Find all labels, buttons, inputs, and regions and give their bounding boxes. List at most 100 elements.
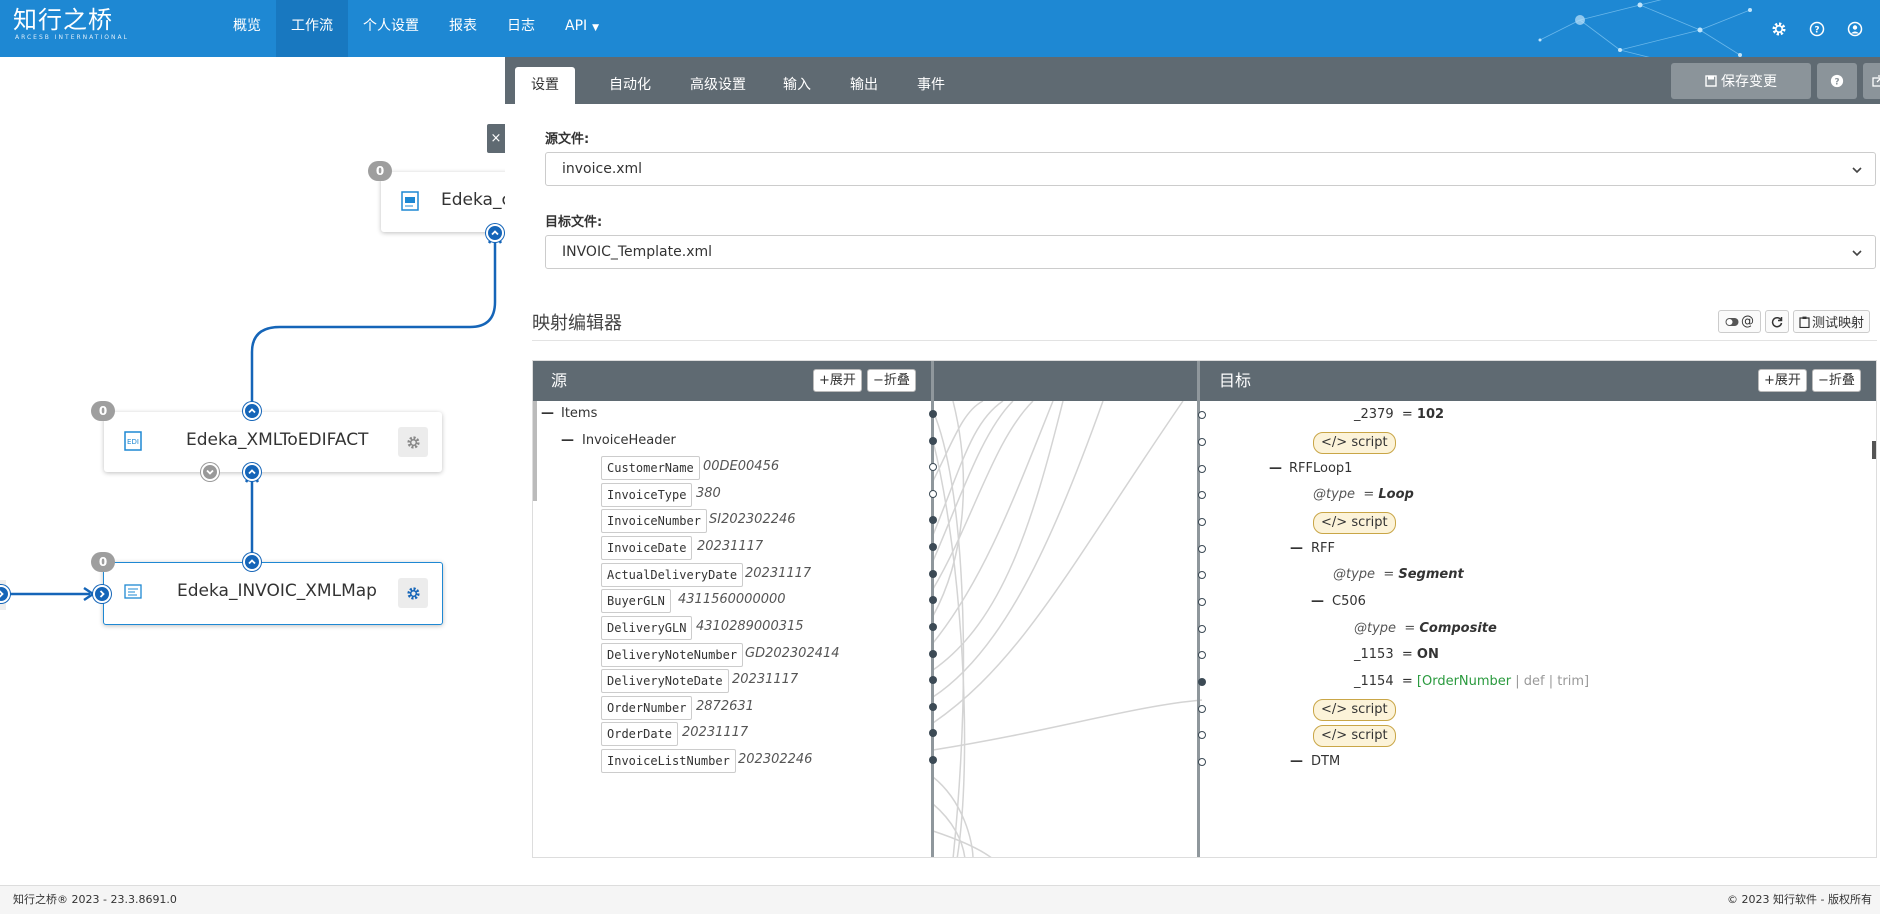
script-badge[interactable]: </> script: [1313, 512, 1396, 534]
source-field-tag[interactable]: DeliveryNoteDate: [601, 669, 729, 693]
target-attribute-row[interactable]: @type = Loop: [1313, 482, 1414, 508]
target-group-name[interactable]: C506: [1332, 594, 1366, 609]
source-field-tag[interactable]: InvoiceNumber: [601, 509, 707, 533]
target-group-name[interactable]: DTM: [1311, 754, 1341, 769]
source-field-tag[interactable]: OrderNumber: [601, 696, 693, 720]
source-row[interactable]: OrderNumber 2872631: [533, 694, 937, 720]
target-connector-dot[interactable]: [1198, 598, 1206, 606]
target-collapse-button[interactable]: −折叠: [1812, 369, 1861, 392]
workflow-canvas[interactable]: Edeka_c 0 EDI Edeka_XMLToEDIFACT 0 Edeka…: [0, 57, 511, 885]
target-connector-dot[interactable]: [1198, 465, 1206, 473]
target-field-row[interactable]: _2379 = 102: [1354, 402, 1444, 428]
nav-item-logs[interactable]: 日志: [507, 18, 535, 34]
script-badge[interactable]: </> script: [1313, 725, 1396, 747]
source-connector-dot[interactable]: [929, 729, 937, 737]
source-field-tag[interactable]: InvoiceDate: [601, 536, 693, 560]
script-badge[interactable]: </> script: [1313, 432, 1396, 454]
source-row[interactable]: DeliveryNoteNumber GD202302414: [533, 641, 937, 667]
user-icon[interactable]: [1844, 18, 1866, 40]
target-connector-dot[interactable]: [1198, 678, 1206, 686]
source-connector-dot[interactable]: [929, 516, 937, 524]
tab-advanced[interactable]: 高级设置: [690, 77, 746, 93]
node-output-port[interactable]: [243, 553, 261, 571]
tab-input[interactable]: 输入: [783, 77, 811, 93]
source-connector-dot[interactable]: [929, 676, 937, 684]
source-connector-dot[interactable]: [929, 463, 937, 471]
target-connector-dot[interactable]: [1198, 571, 1206, 579]
target-connector-dot[interactable]: [1198, 651, 1206, 659]
source-row[interactable]: InvoiceType 380: [533, 481, 937, 507]
source-row[interactable]: CustomerName 00DE00456: [533, 454, 937, 480]
source-field-tag[interactable]: ActualDeliveryDate: [601, 563, 744, 587]
tab-output[interactable]: 输出: [850, 77, 878, 93]
prev-node-output-port[interactable]: [0, 585, 10, 603]
target-connector-dot[interactable]: [1198, 731, 1206, 739]
nav-item-profile[interactable]: 个人设置: [363, 18, 419, 34]
target-connector-dot[interactable]: [1198, 438, 1206, 446]
node-settings-button[interactable]: [398, 427, 428, 457]
source-field-tag[interactable]: BuyerGLN: [601, 589, 671, 613]
source-divider[interactable]: [931, 361, 934, 857]
source-connector-dot[interactable]: [929, 596, 937, 604]
target-field-row[interactable]: _1153 = ON: [1354, 642, 1439, 668]
gear-icon[interactable]: [1768, 18, 1790, 40]
close-panel-button[interactable]: ×: [487, 124, 505, 153]
tab-events[interactable]: 事件: [917, 77, 945, 93]
source-field-tag[interactable]: OrderDate: [601, 722, 679, 746]
node-input-port[interactable]: [243, 402, 261, 420]
source-field-tag[interactable]: DeliveryNoteNumber: [601, 643, 744, 667]
source-field-tag[interactable]: DeliveryGLN: [601, 616, 693, 640]
target-file-select[interactable]: INVOIC_Template.xml: [545, 235, 1876, 269]
toggle-attributes-button[interactable]: @: [1718, 310, 1761, 333]
nav-item-reports[interactable]: 报表: [449, 18, 477, 34]
source-connector-dot[interactable]: [929, 410, 937, 418]
source-connector-dot[interactable]: [929, 650, 937, 658]
app-logo[interactable]: 知行之桥 ARCESB INTERNATIONAL: [13, 6, 129, 42]
source-field-tag[interactable]: CustomerName: [601, 456, 700, 480]
target-connector-dot[interactable]: [1198, 705, 1206, 713]
target-connector-dot[interactable]: [1198, 518, 1206, 526]
target-connector-dot[interactable]: [1198, 411, 1206, 419]
workflow-node-invoic-xmlmap[interactable]: Edeka_INVOIC_XMLMap: [103, 562, 443, 625]
tab-automation[interactable]: 自动化: [609, 77, 651, 93]
target-group-name[interactable]: RFFLoop1: [1289, 461, 1353, 476]
target-expand-button[interactable]: +展开: [1758, 369, 1807, 392]
nav-item-overview[interactable]: 概览: [233, 18, 261, 34]
target-group-name[interactable]: RFF: [1311, 541, 1335, 556]
node-input-port[interactable]: [93, 585, 111, 603]
source-connector-dot[interactable]: [929, 756, 937, 764]
node-settings-button[interactable]: [398, 578, 428, 608]
source-expand-button[interactable]: +展开: [813, 369, 862, 392]
test-mapping-button[interactable]: 测试映射: [1793, 310, 1870, 333]
node-output-port[interactable]: [243, 463, 261, 481]
script-badge[interactable]: </> script: [1313, 699, 1396, 721]
source-collapse-button[interactable]: −折叠: [867, 369, 916, 392]
source-connector-dot[interactable]: [929, 570, 937, 578]
nav-item-api[interactable]: API ▼: [550, 0, 614, 57]
source-row[interactable]: BuyerGLN 4311560000000: [533, 587, 937, 613]
source-row[interactable]: InvoiceListNumber 202302246: [533, 747, 937, 773]
source-field-tag[interactable]: InvoiceType: [601, 483, 693, 507]
target-connector-dot[interactable]: [1198, 545, 1206, 553]
source-connector-dot[interactable]: [929, 437, 937, 445]
save-changes-button[interactable]: 保存变更: [1671, 63, 1811, 99]
target-connector-dot[interactable]: [1198, 758, 1206, 766]
target-divider[interactable]: [1197, 361, 1200, 857]
source-connector-dot[interactable]: [929, 623, 937, 631]
source-field-tag[interactable]: InvoiceListNumber: [601, 749, 736, 773]
source-row[interactable]: InvoiceNumber SI202302246: [533, 507, 937, 533]
workflow-node-xml-to-edifact[interactable]: EDI Edeka_XMLToEDIFACT: [104, 412, 442, 472]
source-connector-dot[interactable]: [929, 703, 937, 711]
target-attribute-row[interactable]: @type = Segment: [1333, 562, 1464, 588]
source-row[interactable]: OrderDate 20231117: [533, 720, 937, 746]
target-field-row[interactable]: _1154 = [OrderNumber | def | trim]: [1354, 669, 1589, 695]
target-connector-dot[interactable]: [1198, 625, 1206, 633]
target-scrollbar[interactable]: [1872, 441, 1876, 459]
source-file-select[interactable]: invoice.xml: [545, 152, 1876, 186]
node-output-port[interactable]: [486, 224, 504, 242]
source-connector-dot[interactable]: [929, 490, 937, 498]
nav-item-workflow[interactable]: 工作流: [276, 0, 348, 57]
source-row[interactable]: DeliveryGLN 4310289000315: [533, 614, 937, 640]
source-row[interactable]: InvoiceDate 20231117: [533, 534, 937, 560]
source-row[interactable]: — Items: [533, 401, 937, 427]
